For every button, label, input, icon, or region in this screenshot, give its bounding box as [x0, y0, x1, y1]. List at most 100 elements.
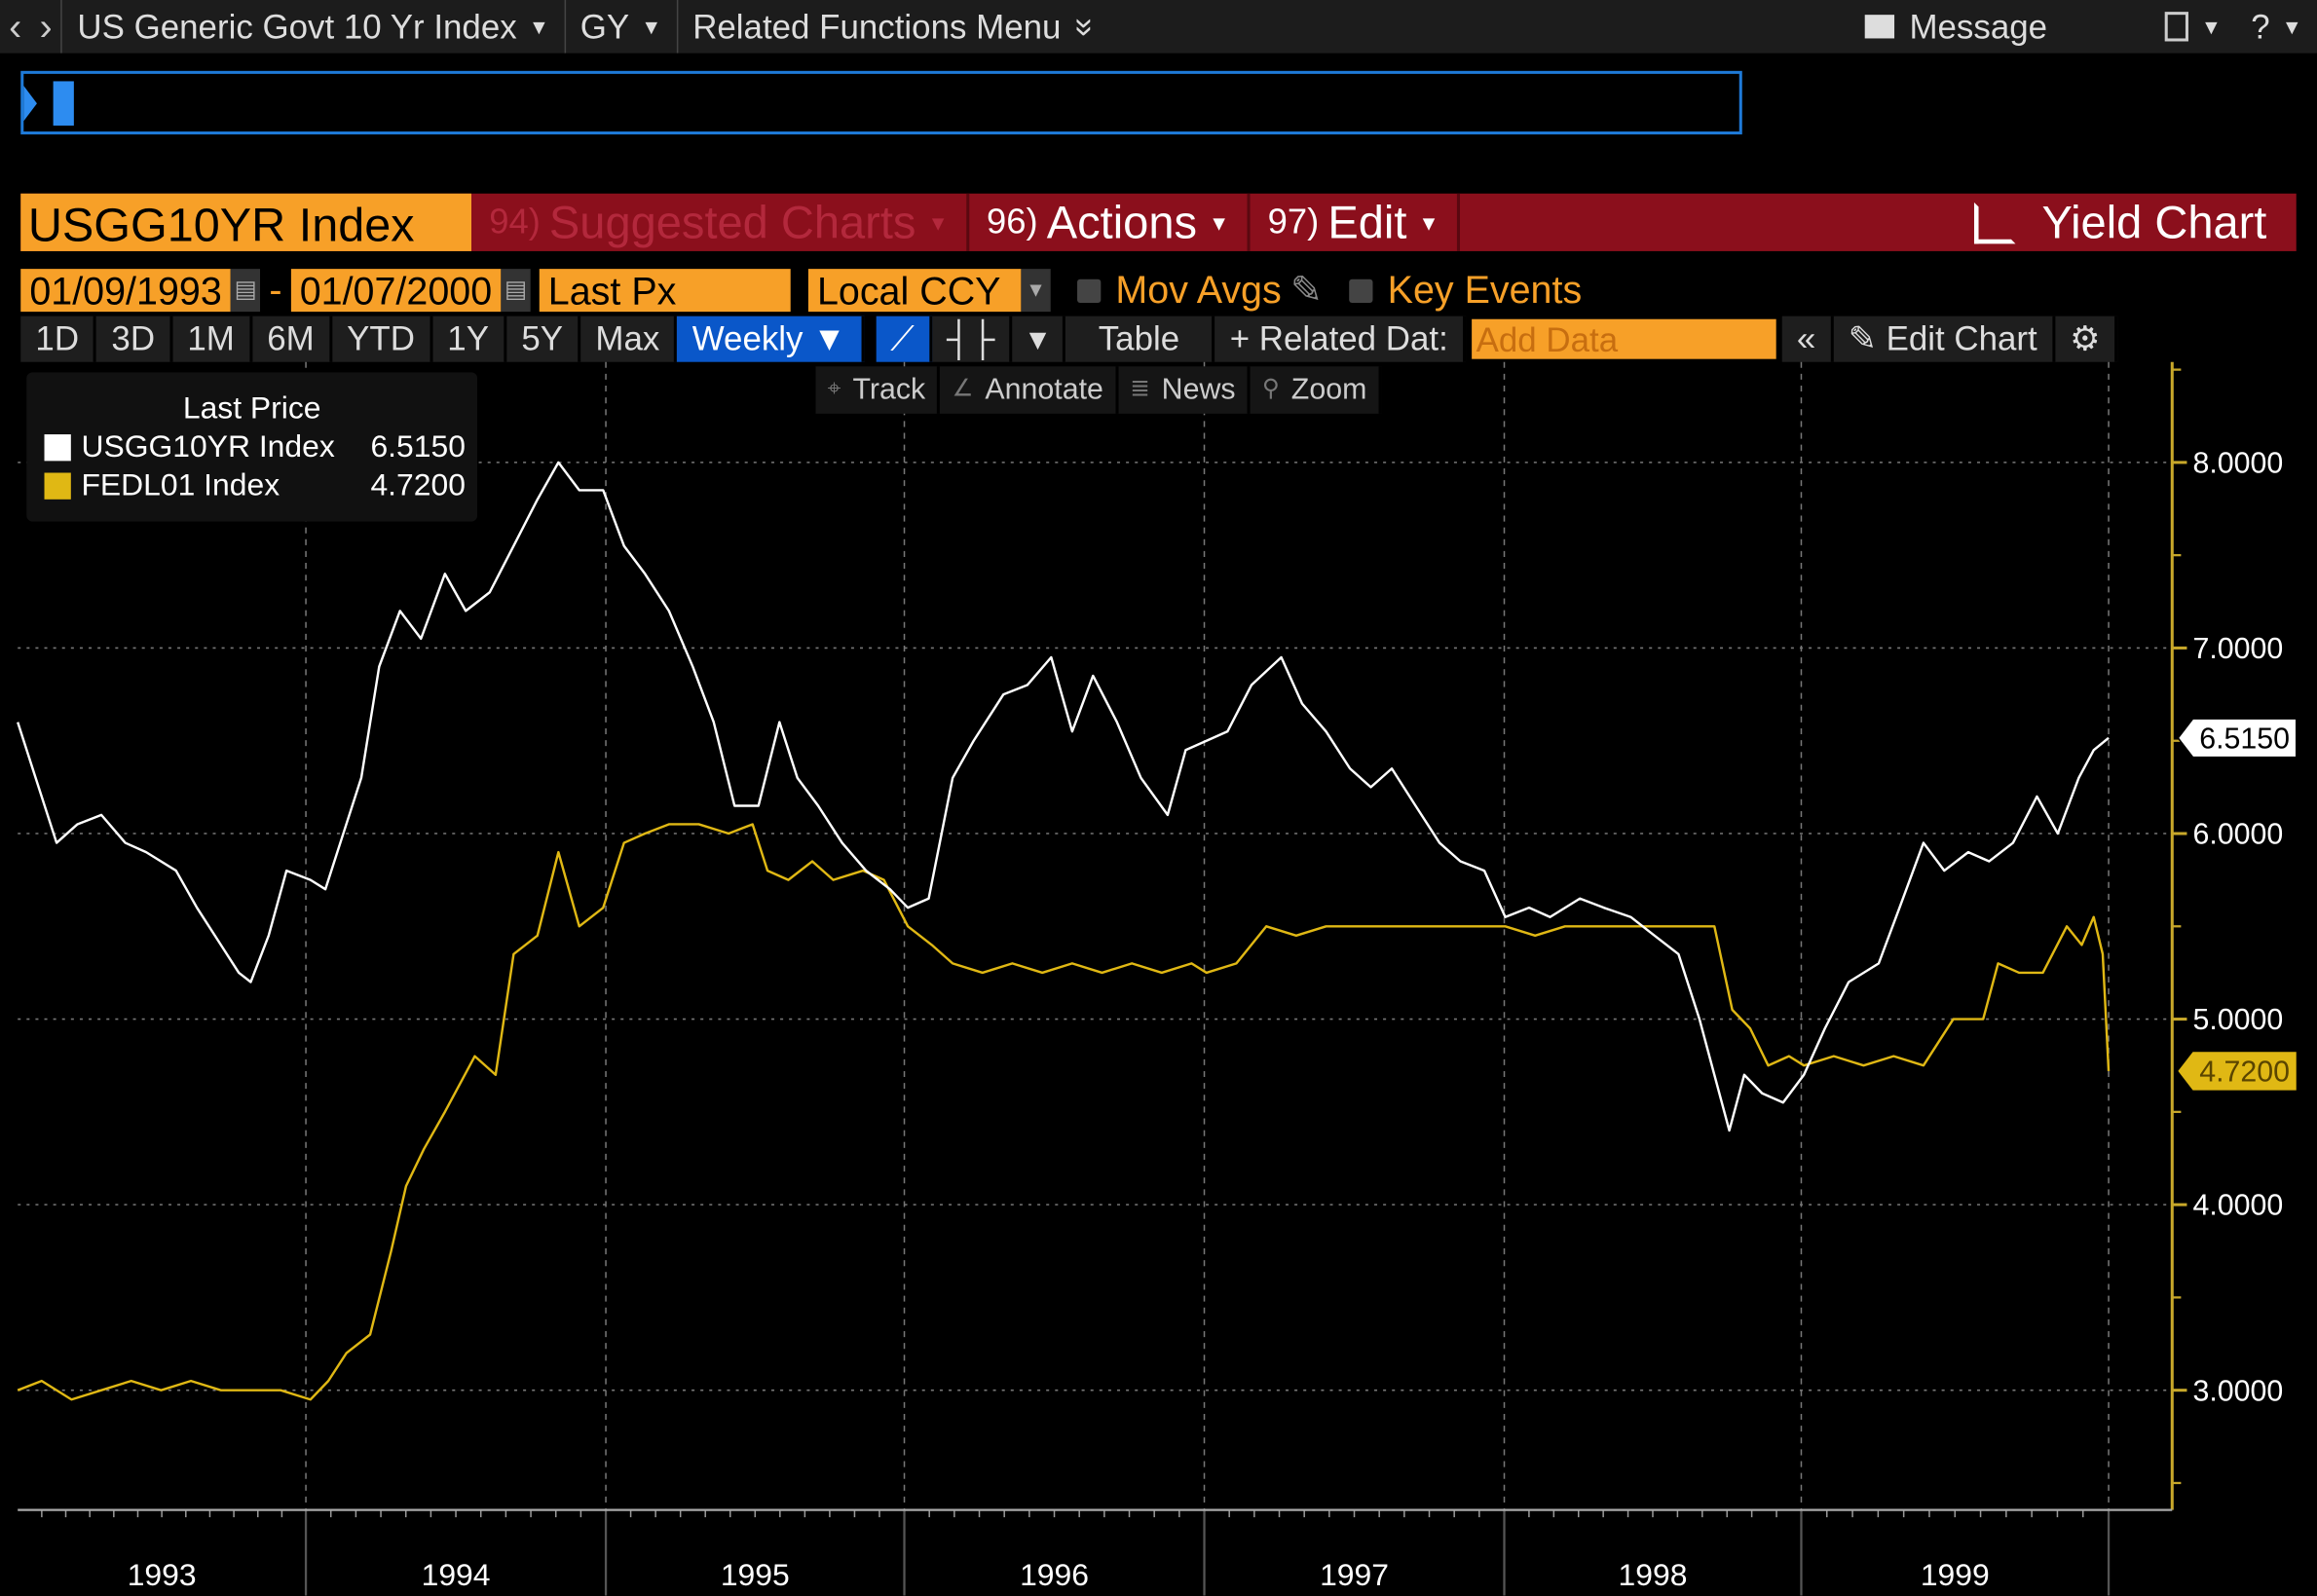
period-ytd[interactable]: YTD	[331, 315, 433, 362]
prompt-arrow-icon	[23, 85, 37, 122]
calendar-icon[interactable]: ▤	[501, 269, 531, 313]
x-tick-label: 1995	[721, 1557, 790, 1592]
x-tick-label: 1997	[1320, 1557, 1389, 1592]
pencil-icon[interactable]: ✎	[1289, 267, 1323, 313]
help-menu[interactable]: ? ▼	[2236, 0, 2317, 54]
table-button[interactable]: Table	[1065, 315, 1215, 362]
actions-menu[interactable]: 96) Actions ▼	[969, 193, 1251, 251]
y-tick-label: 7.0000	[2193, 633, 2284, 665]
chevron-down-icon: ▼	[1209, 210, 1230, 235]
y-tick-label: 6.0000	[2193, 819, 2284, 851]
suggested-num: 94)	[489, 202, 541, 242]
news-label: News	[1161, 373, 1236, 407]
zoom-label: Zoom	[1290, 373, 1367, 407]
y-tick-label: 4.0000	[2193, 1190, 2284, 1222]
chart-settings-row: 01/09/1993 ▤ - 01/07/2000 ▤ Last Px Loca…	[20, 267, 1583, 314]
actions-num: 96)	[987, 202, 1038, 242]
window-icon	[2165, 12, 2189, 42]
gear-icon[interactable]: ⚙	[2054, 315, 2118, 362]
external-link-icon	[1973, 202, 2016, 243]
security-label: US Generic Govt 10 Yr Index	[77, 6, 517, 46]
top-bar: ‹ › US Generic Govt 10 Yr Index ▼ GY ▼ Rel…	[0, 0, 2317, 54]
period-max[interactable]: Max	[580, 315, 678, 362]
mov-avgs-checkbox[interactable]	[1076, 278, 1102, 303]
edit-menu[interactable]: 97) Edit ▼	[1250, 193, 1460, 251]
field-selector[interactable]: Last Px	[539, 269, 791, 314]
zoom-button[interactable]: ⚲ Zoom	[1250, 366, 1382, 414]
window-menu[interactable]: ▼	[2150, 0, 2236, 54]
date-separator: -	[269, 267, 282, 313]
annotate-icon: ∠	[952, 376, 974, 402]
legend-title: Last Price	[182, 391, 321, 426]
chevron-down-icon: ▼	[2200, 15, 2222, 39]
legend-item[interactable]: USGG10YR Index 6.5150	[44, 428, 478, 466]
legend-value: 6.5150	[370, 429, 466, 464]
period-3d[interactable]: 3D	[96, 315, 173, 362]
chevron-down-icon: ▼	[1418, 210, 1439, 235]
chevron-down-icon: ▼	[2281, 15, 2302, 39]
message-button[interactable]: Message	[1850, 0, 2062, 54]
pencil-icon: ✎	[1848, 318, 1887, 358]
news-button[interactable]: ≣ News	[1118, 366, 1251, 414]
period-1y[interactable]: 1Y	[432, 315, 507, 362]
annotate-label: Annotate	[985, 373, 1103, 407]
back-button[interactable]: ‹	[9, 3, 22, 49]
chevron-down-icon[interactable]: ▾	[1021, 269, 1051, 313]
edit-chart-button[interactable]: ✎ Edit Chart	[1833, 315, 2055, 362]
calendar-icon[interactable]: ▤	[230, 269, 261, 313]
legend-swatch	[44, 434, 71, 462]
key-events-label: Key Events	[1387, 267, 1583, 313]
legend-value: 4.7200	[370, 467, 466, 502]
chevron-down-icon: ▼	[927, 210, 949, 235]
news-icon: ≣	[1130, 376, 1150, 402]
suggested-charts-menu[interactable]: 94) Suggested Charts ▼	[471, 193, 969, 251]
period-6m[interactable]: 6M	[252, 315, 332, 362]
function-menu[interactable]: GY ▼	[566, 0, 679, 54]
chart-tools: ⌖ Track ∠ Annotate ≣ News ⚲ Zoom	[815, 366, 1382, 414]
currency-selector[interactable]: Local CCY	[807, 269, 1022, 314]
annotate-button[interactable]: ∠ Annotate	[940, 366, 1119, 414]
forward-button[interactable]: ›	[30, 0, 63, 54]
start-date-field[interactable]: 01/09/1993	[20, 269, 231, 314]
related-data-button[interactable]: + Related Dat:	[1215, 315, 1466, 362]
x-tick-label: 1999	[1921, 1557, 1990, 1592]
yield-chart-label: Yield Chart	[2041, 196, 2267, 248]
envelope-icon	[1864, 15, 1895, 39]
y-tick-label: 5.0000	[2193, 1004, 2284, 1036]
legend-name: USGG10YR Index	[81, 429, 335, 464]
track-label: Track	[852, 373, 926, 407]
track-button[interactable]: ⌖ Track	[815, 366, 941, 414]
security-menu[interactable]: US Generic Govt 10 Yr Index ▼	[62, 0, 566, 54]
legend-swatch	[44, 472, 71, 500]
related-functions-menu[interactable]: Related Functions Menu»	[678, 0, 1109, 54]
chevron-down-icon: ▼	[528, 15, 549, 39]
period-1m[interactable]: 1M	[172, 315, 253, 362]
frequency-selector[interactable]: Weekly ▼	[677, 315, 864, 362]
period-5y[interactable]: 5Y	[506, 315, 581, 362]
line-chart-icon[interactable]: ⟋	[876, 315, 932, 362]
collapse-button[interactable]: «	[1781, 315, 1834, 362]
related-label: Related Functions Menu	[692, 6, 1062, 46]
period-1d[interactable]: 1D	[20, 315, 97, 362]
chevron-down-icon[interactable]: ▾	[1012, 315, 1066, 362]
crosshair-icon: ⌖	[827, 376, 841, 402]
y-tick-label: 8.0000	[2193, 448, 2284, 480]
edit-chart-label: Edit Chart	[1886, 318, 2037, 358]
message-label: Message	[1909, 6, 2048, 46]
series-line-usgg10yr	[17, 461, 2110, 1132]
ticker-field[interactable]: USGG10YR Index	[20, 193, 471, 251]
x-tick-label: 1993	[128, 1557, 197, 1592]
text-cursor	[53, 81, 74, 126]
chevron-down-icon: ▼	[641, 15, 662, 39]
end-date-field[interactable]: 01/07/2000	[290, 269, 502, 314]
legend-item[interactable]: FEDL01 Index 4.7200	[44, 466, 478, 504]
command-line-input[interactable]	[20, 70, 1742, 135]
yield-chart-button[interactable]: Yield Chart	[1973, 194, 2297, 251]
function-label: GY	[579, 6, 630, 46]
bar-chart-icon[interactable]: ┤├	[931, 315, 1013, 362]
help-icon: ?	[2251, 6, 2270, 46]
add-data-input[interactable]: Add Data	[1472, 318, 1776, 359]
last-value-label: 4.7200	[2199, 1057, 2290, 1089]
key-events-checkbox[interactable]	[1349, 278, 1373, 303]
